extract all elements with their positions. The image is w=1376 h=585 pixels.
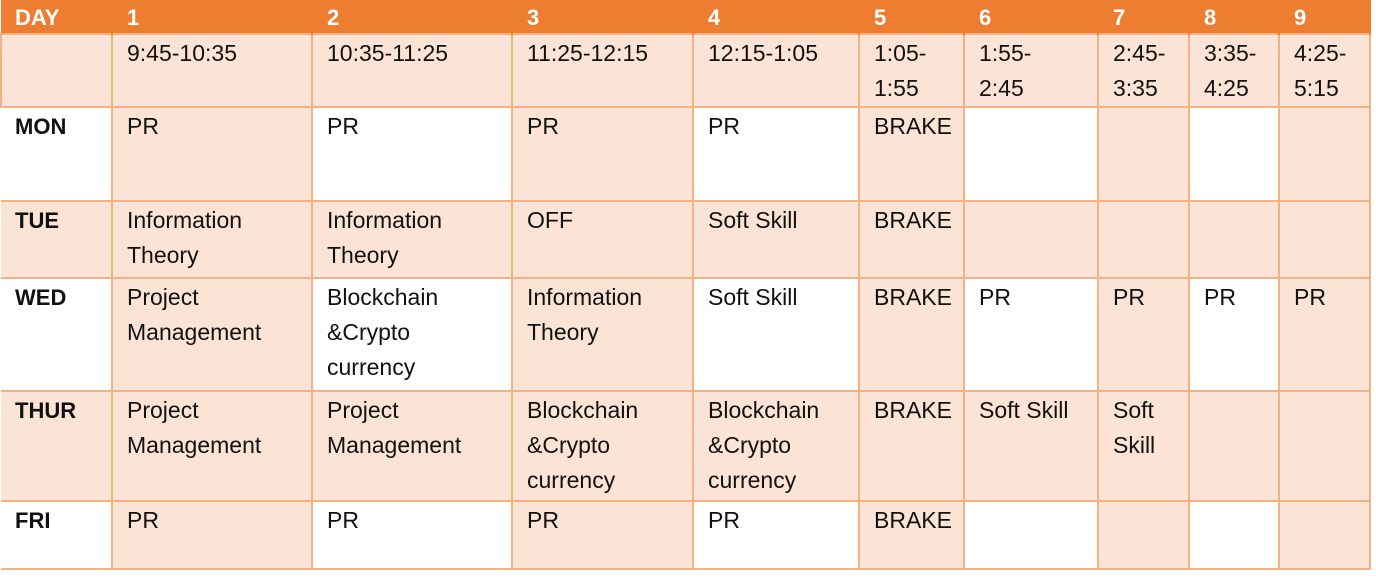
class-cell bbox=[963, 500, 1098, 570]
day-label: MON bbox=[1, 106, 112, 201]
time-cell-6: 1:55- 2:45 bbox=[963, 33, 1098, 107]
class-cell: Blockchain &Crypto currency bbox=[692, 390, 859, 501]
time-cell-8: 3:35- 4:25 bbox=[1188, 33, 1279, 107]
day-label: THUR bbox=[1, 390, 112, 501]
day-row-thur: THUR Project Management Project Manageme… bbox=[1, 390, 1371, 501]
class-cell bbox=[963, 106, 1098, 201]
time-cell-7: 2:45- 3:35 bbox=[1097, 33, 1189, 107]
class-cell: PR bbox=[511, 106, 693, 201]
class-cell bbox=[963, 200, 1098, 278]
class-cell: BRAKE bbox=[858, 390, 964, 501]
class-cell: Soft Skill bbox=[1097, 390, 1189, 501]
class-cell: PR bbox=[311, 106, 512, 201]
class-cell: Information Theory bbox=[311, 200, 512, 278]
day-row-tue: TUE Information Theory Information Theor… bbox=[1, 200, 1371, 278]
timetable: DAY 1 2 3 4 5 6 7 8 9 9:45-10:35 10:35-1… bbox=[0, 0, 1371, 570]
class-cell: Soft Skill bbox=[692, 277, 859, 391]
class-cell: PR bbox=[511, 500, 693, 570]
class-cell: Project Management bbox=[311, 390, 512, 501]
class-cell: Soft Skill bbox=[692, 200, 859, 278]
time-cell-3: 11:25-12:15 bbox=[511, 33, 693, 107]
class-cell bbox=[1188, 500, 1279, 570]
class-cell bbox=[1278, 106, 1371, 201]
class-cell: Information Theory bbox=[511, 277, 693, 391]
time-cell-5: 1:05- 1:55 bbox=[858, 33, 964, 107]
class-cell bbox=[1278, 390, 1371, 501]
day-row-mon: MON PR PR PR PR BRAKE bbox=[1, 106, 1371, 201]
class-cell bbox=[1188, 390, 1279, 501]
class-cell bbox=[1097, 200, 1189, 278]
class-cell: PR bbox=[111, 500, 312, 570]
class-cell: BRAKE bbox=[858, 277, 964, 391]
period-8-header: 8 bbox=[1188, 0, 1279, 34]
class-cell: PR bbox=[692, 500, 859, 570]
class-cell: PR bbox=[1188, 277, 1279, 391]
period-1-header: 1 bbox=[111, 0, 312, 34]
class-cell bbox=[1278, 500, 1371, 570]
time-cell-2: 10:35-11:25 bbox=[311, 33, 512, 107]
class-cell bbox=[1097, 500, 1189, 570]
time-cell-1: 9:45-10:35 bbox=[111, 33, 312, 107]
class-cell: Blockchain &Crypto currency bbox=[511, 390, 693, 501]
day-label: WED bbox=[1, 277, 112, 391]
day-row-wed: WED Project Management Blockchain &Crypt… bbox=[1, 277, 1371, 391]
class-cell: Project Management bbox=[111, 390, 312, 501]
time-corner-cell bbox=[0, 33, 112, 107]
day-label: FRI bbox=[1, 500, 112, 570]
period-6-header: 6 bbox=[963, 0, 1098, 34]
class-cell: PR bbox=[692, 106, 859, 201]
class-cell: BRAKE bbox=[858, 500, 964, 570]
day-row-fri: FRI PR PR PR PR BRAKE bbox=[1, 500, 1371, 570]
class-cell: OFF bbox=[511, 200, 693, 278]
class-cell: Blockchain &Crypto currency bbox=[311, 277, 512, 391]
time-cell-4: 12:15-1:05 bbox=[692, 33, 859, 107]
period-9-header: 9 bbox=[1278, 0, 1371, 34]
day-header: DAY bbox=[1, 0, 112, 34]
day-label: TUE bbox=[1, 200, 112, 278]
class-cell: Soft Skill bbox=[963, 390, 1098, 501]
period-4-header: 4 bbox=[692, 0, 859, 34]
class-cell: BRAKE bbox=[858, 106, 964, 201]
header-row: DAY 1 2 3 4 5 6 7 8 9 bbox=[1, 0, 1371, 34]
class-cell: PR bbox=[111, 106, 312, 201]
class-cell: BRAKE bbox=[858, 200, 964, 278]
period-3-header: 3 bbox=[511, 0, 693, 34]
class-cell: PR bbox=[1097, 277, 1189, 391]
class-cell: Information Theory bbox=[111, 200, 312, 278]
class-cell bbox=[1188, 200, 1279, 278]
class-cell bbox=[1278, 200, 1371, 278]
period-7-header: 7 bbox=[1097, 0, 1189, 34]
time-cell-9: 4:25- 5:15 bbox=[1278, 33, 1371, 107]
class-cell: PR bbox=[311, 500, 512, 570]
class-cell bbox=[1097, 106, 1189, 201]
time-row: 9:45-10:35 10:35-11:25 11:25-12:15 12:15… bbox=[0, 33, 1371, 107]
class-cell: PR bbox=[963, 277, 1098, 391]
period-5-header: 5 bbox=[858, 0, 964, 34]
class-cell: PR bbox=[1278, 277, 1371, 391]
period-2-header: 2 bbox=[311, 0, 512, 34]
class-cell: Project Management bbox=[111, 277, 312, 391]
class-cell bbox=[1188, 106, 1279, 201]
